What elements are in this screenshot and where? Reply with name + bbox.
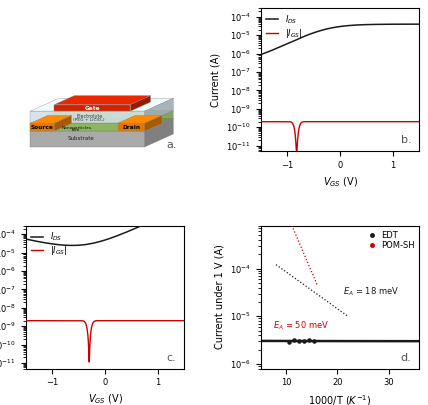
Polygon shape <box>145 98 173 123</box>
Polygon shape <box>118 123 145 131</box>
Text: Source: Source <box>31 125 54 130</box>
Text: film: film <box>72 128 80 132</box>
Polygon shape <box>30 111 173 123</box>
Polygon shape <box>30 131 145 147</box>
Y-axis label: Current (A): Current (A) <box>211 53 221 107</box>
Legend: EDT, POM-SH: EDT, POM-SH <box>369 230 415 251</box>
Polygon shape <box>30 123 54 131</box>
Text: $E_A$ = 50 meV: $E_A$ = 50 meV <box>273 320 330 332</box>
Point <box>278 401 285 405</box>
Polygon shape <box>30 111 145 123</box>
Polygon shape <box>30 115 71 123</box>
Polygon shape <box>54 115 71 131</box>
Polygon shape <box>30 98 173 111</box>
Text: b.: b. <box>401 135 411 145</box>
Text: Electrolyte: Electrolyte <box>76 114 102 119</box>
Text: Substrate: Substrate <box>68 136 95 141</box>
Polygon shape <box>145 115 162 131</box>
Text: Drain: Drain <box>122 125 140 130</box>
Text: d.: d. <box>401 353 411 363</box>
Text: c.: c. <box>167 353 176 363</box>
Text: $E_A$ = 18 meV: $E_A$ = 18 meV <box>343 285 399 298</box>
Polygon shape <box>54 96 151 104</box>
Legend: $I_{DS}$, $|I_{GS}|$: $I_{DS}$, $|I_{GS}|$ <box>30 230 68 258</box>
X-axis label: 1000/T ($K^{-1}$): 1000/T ($K^{-1}$) <box>308 393 372 405</box>
Text: Gate: Gate <box>85 106 100 111</box>
Point <box>288 404 295 405</box>
Polygon shape <box>30 118 173 131</box>
Point <box>283 402 290 405</box>
Polygon shape <box>30 123 145 131</box>
Point <box>306 337 313 343</box>
X-axis label: $V_{GS}$ (V): $V_{GS}$ (V) <box>87 393 122 405</box>
Polygon shape <box>54 104 131 111</box>
Polygon shape <box>118 115 162 123</box>
Point <box>285 339 292 345</box>
Point <box>291 337 297 343</box>
Point <box>296 338 303 344</box>
Point <box>301 337 308 344</box>
Point <box>311 338 318 344</box>
Polygon shape <box>145 118 173 147</box>
Text: a.: a. <box>166 140 176 150</box>
X-axis label: $V_{GS}$ (V): $V_{GS}$ (V) <box>323 175 358 189</box>
Polygon shape <box>145 111 173 131</box>
Legend: $I_{DS}$, $|I_{GS}|$: $I_{DS}$, $|I_{GS}|$ <box>265 12 303 40</box>
Y-axis label: Current under 1 V (A): Current under 1 V (A) <box>214 245 224 350</box>
Point <box>273 400 279 405</box>
Polygon shape <box>131 96 151 111</box>
Text: Nanoparticles: Nanoparticles <box>62 126 92 130</box>
Text: (PEG + LiClO₄): (PEG + LiClO₄) <box>74 118 105 122</box>
